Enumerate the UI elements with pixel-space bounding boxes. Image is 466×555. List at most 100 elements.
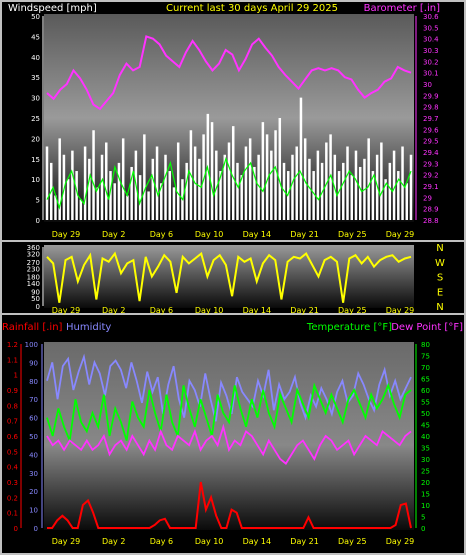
direction-tick-label: 320 (27, 251, 40, 259)
humidity-axis-label: Humidity (66, 322, 111, 333)
x-tick-label: Day 10 (195, 306, 224, 315)
wind-tick-label: 15 (31, 156, 40, 164)
rain-tick-label: 0.3 (7, 479, 18, 487)
wind-tick-label: 40 (31, 54, 40, 62)
temperature-tick-label: 30 (421, 456, 430, 464)
wind-tick-label: 45 (31, 33, 40, 41)
barometer-line (46, 35, 412, 111)
humidity-tick-label: 50 (29, 433, 38, 441)
humidity-tick-label: 40 (29, 451, 38, 459)
compass-label: W (435, 258, 445, 269)
direction-tick-label: 90 (31, 288, 40, 296)
x-tick-label: Day 14 (243, 230, 272, 239)
barometer-tick-label: 29.3 (423, 160, 439, 168)
rain-tick-label: 1 (14, 372, 18, 380)
dewpoint-axis-label: Dew Point [°F] (391, 322, 463, 333)
rain-tick-label: 0 (14, 525, 18, 533)
chart-marks-layer: 0510152025303540455028.828.92929.129.229… (7, 13, 445, 546)
x-tick-label: Day 21 (290, 306, 319, 315)
temperature-tick-label: 40 (421, 433, 430, 441)
rain-tick-label: 0.9 (7, 387, 18, 395)
barometer-tick-label: 30 (423, 81, 432, 89)
chart-title: Current last 30 days April 29 2025 (166, 3, 338, 14)
temperature-tick-label: 75 (421, 353, 430, 361)
temperature-tick-label: 70 (421, 364, 430, 372)
direction-tick-label: 0 (36, 303, 40, 311)
x-tick-label: Day 2 (102, 230, 125, 239)
humidity-tick-label: 10 (29, 507, 38, 515)
x-tick-label: Day 25 (338, 537, 367, 546)
barometer-tick-label: 30.6 (423, 13, 439, 21)
barometer-tick-label: 28.8 (423, 217, 439, 225)
temperature-tick-label: 10 (421, 502, 430, 510)
x-tick-label: Day 10 (195, 230, 224, 239)
x-tick-label: Day 10 (195, 537, 224, 546)
wind-tick-label: 5 (36, 197, 40, 205)
panel3-plot-area (44, 342, 414, 530)
x-tick-label: Day 29 (52, 537, 81, 546)
wind-tick-label: 20 (31, 135, 40, 143)
direction-tick-label: 270 (27, 259, 40, 267)
humidity-line (46, 353, 412, 422)
barometer-tick-label: 30.4 (423, 36, 439, 44)
temperature-tick-label: 15 (421, 491, 430, 499)
x-tick-label: Day 6 (150, 306, 173, 315)
compass-label: E (437, 287, 443, 298)
x-tick-label: Day 25 (338, 230, 367, 239)
x-tick-label: Day 29 (52, 306, 81, 315)
windspeed-axis-label: Windspeed [mph] (8, 3, 97, 14)
wind-tick-label: 10 (31, 176, 40, 184)
rain-tick-label: 0.8 (7, 402, 18, 410)
wind-tick-label: 30 (31, 95, 40, 103)
rain-tick-label: 1.2 (7, 341, 18, 349)
wind-tick-label: 35 (31, 74, 40, 82)
compass-label: S (437, 273, 443, 284)
direction-tick-label: 50 (31, 295, 40, 303)
wind-tick-label: 25 (31, 115, 40, 123)
temperature-tick-label: 35 (421, 445, 430, 453)
rain-tick-label: 0.5 (7, 448, 18, 456)
direction-tick-label: 230 (27, 265, 40, 273)
barometer-tick-label: 29.9 (423, 92, 439, 100)
barometer-tick-label: 30.2 (423, 58, 439, 66)
barometer-tick-label: 30.5 (423, 24, 439, 32)
x-tick-label: Day 21 (290, 230, 319, 239)
temperature-axis-label: Temperature [°F] (306, 322, 392, 333)
humidity-tick-label: 70 (29, 396, 38, 404)
barometer-tick-label: 29.8 (423, 104, 439, 112)
temperature-tick-label: 20 (421, 479, 430, 487)
x-tick-label: Day 2 (102, 537, 125, 546)
direction-tick-label: 140 (27, 280, 40, 288)
direction-tick-label: 360 (27, 244, 40, 252)
barometer-tick-label: 29.6 (423, 126, 439, 134)
barometer-tick-label: 30.3 (423, 47, 439, 55)
rain-tick-label: 0.7 (7, 418, 18, 426)
rain-tick-label: 0.2 (7, 494, 18, 502)
wind-tick-label: 0 (36, 217, 40, 225)
humidity-tick-label: 80 (29, 378, 38, 386)
x-tick-label: Day 25 (338, 306, 367, 315)
barometer-tick-label: 28.9 (423, 206, 439, 214)
barometer-tick-label: 29.5 (423, 138, 439, 146)
temperature-tick-label: 80 (421, 341, 430, 349)
temperature-tick-label: 50 (421, 410, 430, 418)
barometer-tick-label: 30.1 (423, 70, 439, 78)
barometer-tick-label: 29.7 (423, 115, 439, 123)
x-tick-label: Day 29 (52, 230, 81, 239)
rainfall-axis-label: Rainfall [.in] (2, 322, 63, 333)
rain-tick-label: 0.6 (7, 433, 19, 441)
x-tick-label: Day 29 (386, 537, 415, 546)
humidity-tick-label: 100 (25, 341, 38, 349)
barometer-tick-label: 29.4 (423, 149, 439, 157)
temperature-tick-label: 60 (421, 387, 430, 395)
rain-tick-label: 0.4 (7, 464, 19, 472)
rainfall-line (47, 481, 412, 529)
compass-label: N (436, 243, 443, 254)
humidity-tick-label: 30 (29, 470, 38, 478)
barometer-tick-label: 29.2 (423, 172, 439, 180)
x-tick-label: Day 21 (290, 537, 319, 546)
humidity-tick-label: 0 (34, 525, 38, 533)
x-tick-label: Day 29 (386, 230, 415, 239)
direction-line (46, 251, 412, 303)
